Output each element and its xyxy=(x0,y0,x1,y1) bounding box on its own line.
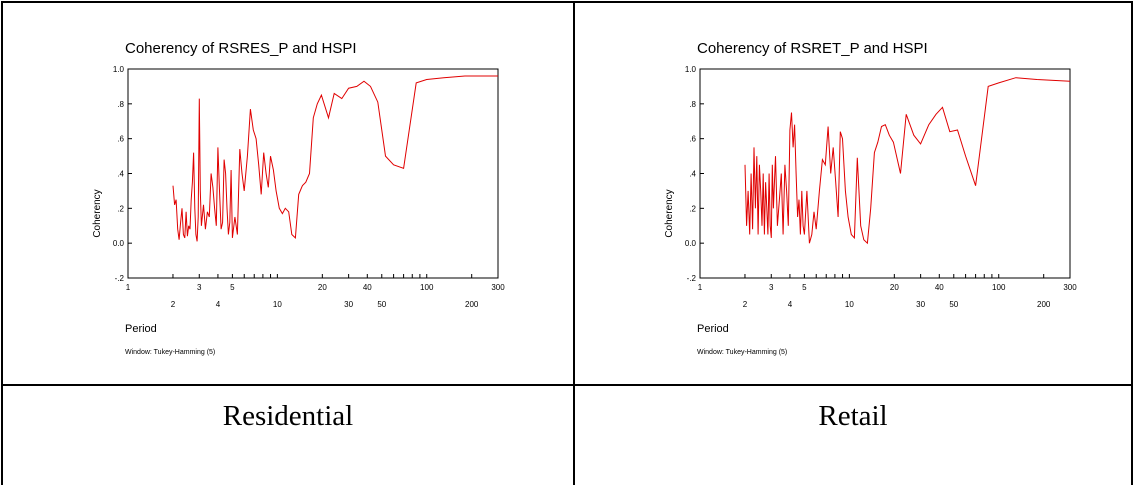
plot-frame xyxy=(699,68,1071,279)
y-tick-label: .8 xyxy=(117,100,124,109)
table-divider-horizontal xyxy=(1,384,1133,386)
x-tick-label: 3 xyxy=(197,283,202,292)
coherency-chart-retail: Coherency of RSRET_P and HSPI -.2 0.0 .2 .4.… xyxy=(664,40,1077,356)
y-tick-label: .6 xyxy=(117,135,124,144)
x-tick-label: 30 xyxy=(916,300,925,309)
plot-frame xyxy=(127,68,499,279)
y-tick-label: 1.0 xyxy=(685,65,697,74)
x-tick-label: 1 xyxy=(698,283,703,292)
caption-retail: Retail xyxy=(818,400,888,432)
chart-title: Coherency of RSRET_P and HSPI xyxy=(697,40,928,57)
x-tick-label: 200 xyxy=(465,300,479,309)
x-tick-label: 100 xyxy=(992,283,1006,292)
x-tick-label: 4 xyxy=(788,300,793,309)
x-tick-label: 50 xyxy=(949,300,958,309)
table-border-right xyxy=(1131,1,1133,485)
y-tick-label: .2 xyxy=(689,204,696,213)
x-tick-label: 20 xyxy=(890,283,899,292)
table-border-top xyxy=(1,1,1133,3)
x-tick-label: 40 xyxy=(363,283,372,292)
x-tick-label: 50 xyxy=(377,300,386,309)
y-tick-label: .8 xyxy=(689,100,696,109)
x-tick-label: 10 xyxy=(845,300,854,309)
x-tick-label: 30 xyxy=(344,300,353,309)
table-divider-vertical xyxy=(573,1,575,485)
x-tick-label: 100 xyxy=(420,283,434,292)
series-line xyxy=(744,77,1071,245)
y-axis-label: Coherency xyxy=(92,189,103,237)
x-tick-label: 20 xyxy=(318,283,327,292)
y-tick-label: .4 xyxy=(117,170,124,179)
y-tick-label: -.2 xyxy=(687,274,697,283)
x-tick-label: 300 xyxy=(491,283,505,292)
y-tick-label: 0.0 xyxy=(685,239,697,248)
x-tick-label: 1 xyxy=(126,283,131,292)
window-footnote: Window: Tukey-Hamming (5) xyxy=(697,349,787,356)
x-tick-label: 10 xyxy=(273,300,282,309)
y-tick-label: .4 xyxy=(689,170,696,179)
x-tick-label: 3 xyxy=(769,283,774,292)
x-tick-label: 5 xyxy=(802,283,807,292)
y-tick-label: 1.0 xyxy=(113,65,125,74)
x-tick-label: 2 xyxy=(171,300,176,309)
y-tick-label: -.2 xyxy=(115,274,125,283)
chart-title: Coherency of RSRES_P and HSPI xyxy=(125,40,357,57)
y-tick-label: .2 xyxy=(117,204,124,213)
y-tick-label: .6 xyxy=(689,135,696,144)
coherency-chart-residential: Coherency of RSRES_P and HSPI -.2 0.0 .2 .4.… xyxy=(92,40,505,356)
series-line xyxy=(172,75,498,242)
x-axis-label: Period xyxy=(125,323,157,335)
x-tick-label: 4 xyxy=(216,300,221,309)
x-tick-label: 200 xyxy=(1037,300,1051,309)
y-axis-label: Coherency xyxy=(664,189,675,237)
y-tick-label: 0.0 xyxy=(113,239,125,248)
x-tick-label: 5 xyxy=(230,283,235,292)
table-border-left xyxy=(1,1,3,485)
x-tick-label: 2 xyxy=(743,300,748,309)
x-tick-label: 300 xyxy=(1063,283,1077,292)
caption-residential: Residential xyxy=(222,400,354,432)
x-axis-label: Period xyxy=(697,323,729,335)
window-footnote: Window: Tukey-Hamming (5) xyxy=(125,349,215,356)
x-tick-label: 40 xyxy=(935,283,944,292)
